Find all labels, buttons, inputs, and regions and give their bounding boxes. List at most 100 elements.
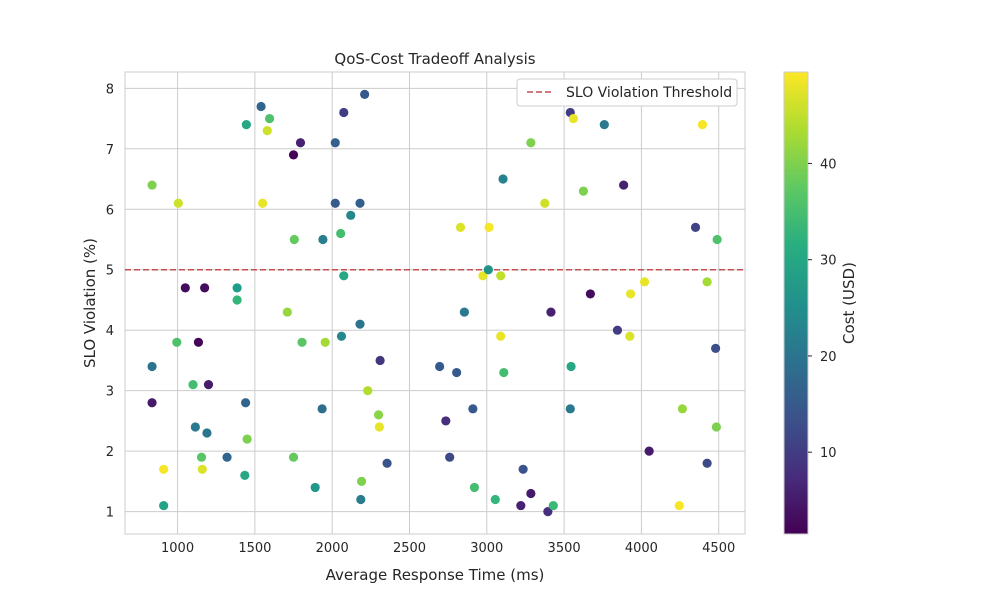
scatter-point	[147, 180, 156, 189]
scatter-point	[516, 501, 525, 510]
scatter-point	[441, 416, 450, 425]
scatter-point	[174, 199, 183, 208]
y-tick-label: 4	[106, 324, 114, 339]
scatter-point	[470, 483, 479, 492]
scatter-point	[258, 199, 267, 208]
scatter-point	[698, 120, 707, 129]
scatter-point	[619, 180, 628, 189]
scatter-point	[626, 289, 635, 298]
scatter-point	[240, 471, 249, 480]
scatter-point	[713, 235, 722, 244]
scatter-point	[491, 495, 500, 504]
scatter-point	[549, 501, 558, 510]
scatter-point	[586, 289, 595, 298]
x-tick-label: 2000	[316, 541, 349, 556]
scatter-point	[711, 344, 720, 353]
scatter-point	[498, 174, 507, 183]
scatter-point	[613, 326, 622, 335]
scatter-point	[290, 235, 299, 244]
scatter-point	[540, 199, 549, 208]
x-tick-label: 2500	[393, 541, 426, 556]
scatter-point	[194, 338, 203, 347]
scatter-point	[204, 380, 213, 389]
x-tick-label: 4500	[702, 541, 735, 556]
scatter-point	[243, 434, 252, 443]
scatter-point	[485, 223, 494, 232]
scatter-point	[569, 114, 578, 123]
y-tick-label: 6	[106, 203, 114, 218]
plot-area	[125, 72, 745, 534]
legend-label: SLO Violation Threshold	[566, 85, 732, 101]
scatter-point	[468, 404, 477, 413]
scatter-point	[283, 307, 292, 316]
scatter-point	[346, 211, 355, 220]
scatter-point	[147, 362, 156, 371]
y-tick-label: 1	[106, 506, 114, 521]
y-tick-label: 3	[106, 385, 114, 400]
scatter-point	[331, 138, 340, 147]
scatter-point	[159, 501, 168, 510]
scatter-point	[357, 477, 366, 486]
scatter-point	[484, 265, 493, 274]
legend: SLO Violation Threshold	[517, 79, 737, 106]
scatter-point	[355, 320, 364, 329]
scatter-point	[318, 404, 327, 413]
scatter-point	[202, 428, 211, 437]
scatter-point	[296, 138, 305, 147]
y-axis-ticks: 1 2 3 4 5 6 7 8	[106, 82, 114, 520]
colorbar-tick-label: 10	[820, 446, 837, 461]
x-axis-ticks: 1000 1500 2000 2500 3000 3500 4000 4500	[161, 541, 735, 556]
scatter-point	[289, 150, 298, 159]
colorbar-tick-label: 40	[820, 157, 837, 172]
scatter-point	[435, 362, 444, 371]
x-tick-label: 3500	[548, 541, 581, 556]
scatter-point	[222, 453, 231, 462]
x-tick-label: 1000	[161, 541, 194, 556]
scatter-point	[263, 126, 272, 135]
scatter-point	[191, 422, 200, 431]
scatter-point	[197, 453, 206, 462]
scatter-point	[600, 120, 609, 129]
scatter-point	[159, 465, 168, 474]
scatter-point	[265, 114, 274, 123]
scatter-point	[382, 459, 391, 468]
scatter-point	[526, 138, 535, 147]
scatter-point	[339, 108, 348, 117]
colorbar-label: Cost (USD)	[840, 262, 858, 344]
chart-title: QoS-Cost Tradeoff Analysis	[334, 50, 535, 68]
y-tick-label: 2	[106, 445, 114, 460]
scatter-point	[445, 453, 454, 462]
scatter-point	[198, 465, 207, 474]
scatter-point	[526, 489, 535, 498]
scatter-point	[339, 271, 348, 280]
scatter-point	[566, 404, 575, 413]
scatter-point	[499, 368, 508, 377]
scatter-point	[496, 332, 505, 341]
scatter-point	[297, 338, 306, 347]
scatter-point	[232, 283, 241, 292]
colorbar-tick-label: 20	[820, 350, 837, 365]
scatter-point	[336, 229, 345, 238]
scatter-point	[256, 102, 265, 111]
scatter-point	[375, 422, 384, 431]
scatter-point	[356, 495, 365, 504]
y-axis-label: SLO Violation (%)	[81, 238, 99, 368]
scatter-point	[241, 398, 250, 407]
scatter-point	[242, 120, 251, 129]
y-tick-label: 7	[106, 143, 114, 158]
scatter-point	[703, 277, 712, 286]
scatter-point	[675, 501, 684, 510]
colorbar: 10 20 30 40 Cost (USD)	[784, 72, 858, 534]
y-tick-label: 8	[106, 82, 114, 97]
scatter-point	[337, 332, 346, 341]
scatter-point	[363, 386, 372, 395]
scatter-point	[374, 410, 383, 419]
scatter-point	[147, 398, 156, 407]
scatter-point	[519, 465, 528, 474]
scatter-point	[546, 307, 555, 316]
scatter-point	[321, 338, 330, 347]
colorbar-ticks: 10 20 30 40	[808, 157, 837, 461]
scatter-point	[625, 332, 634, 341]
scatter-point	[452, 368, 461, 377]
